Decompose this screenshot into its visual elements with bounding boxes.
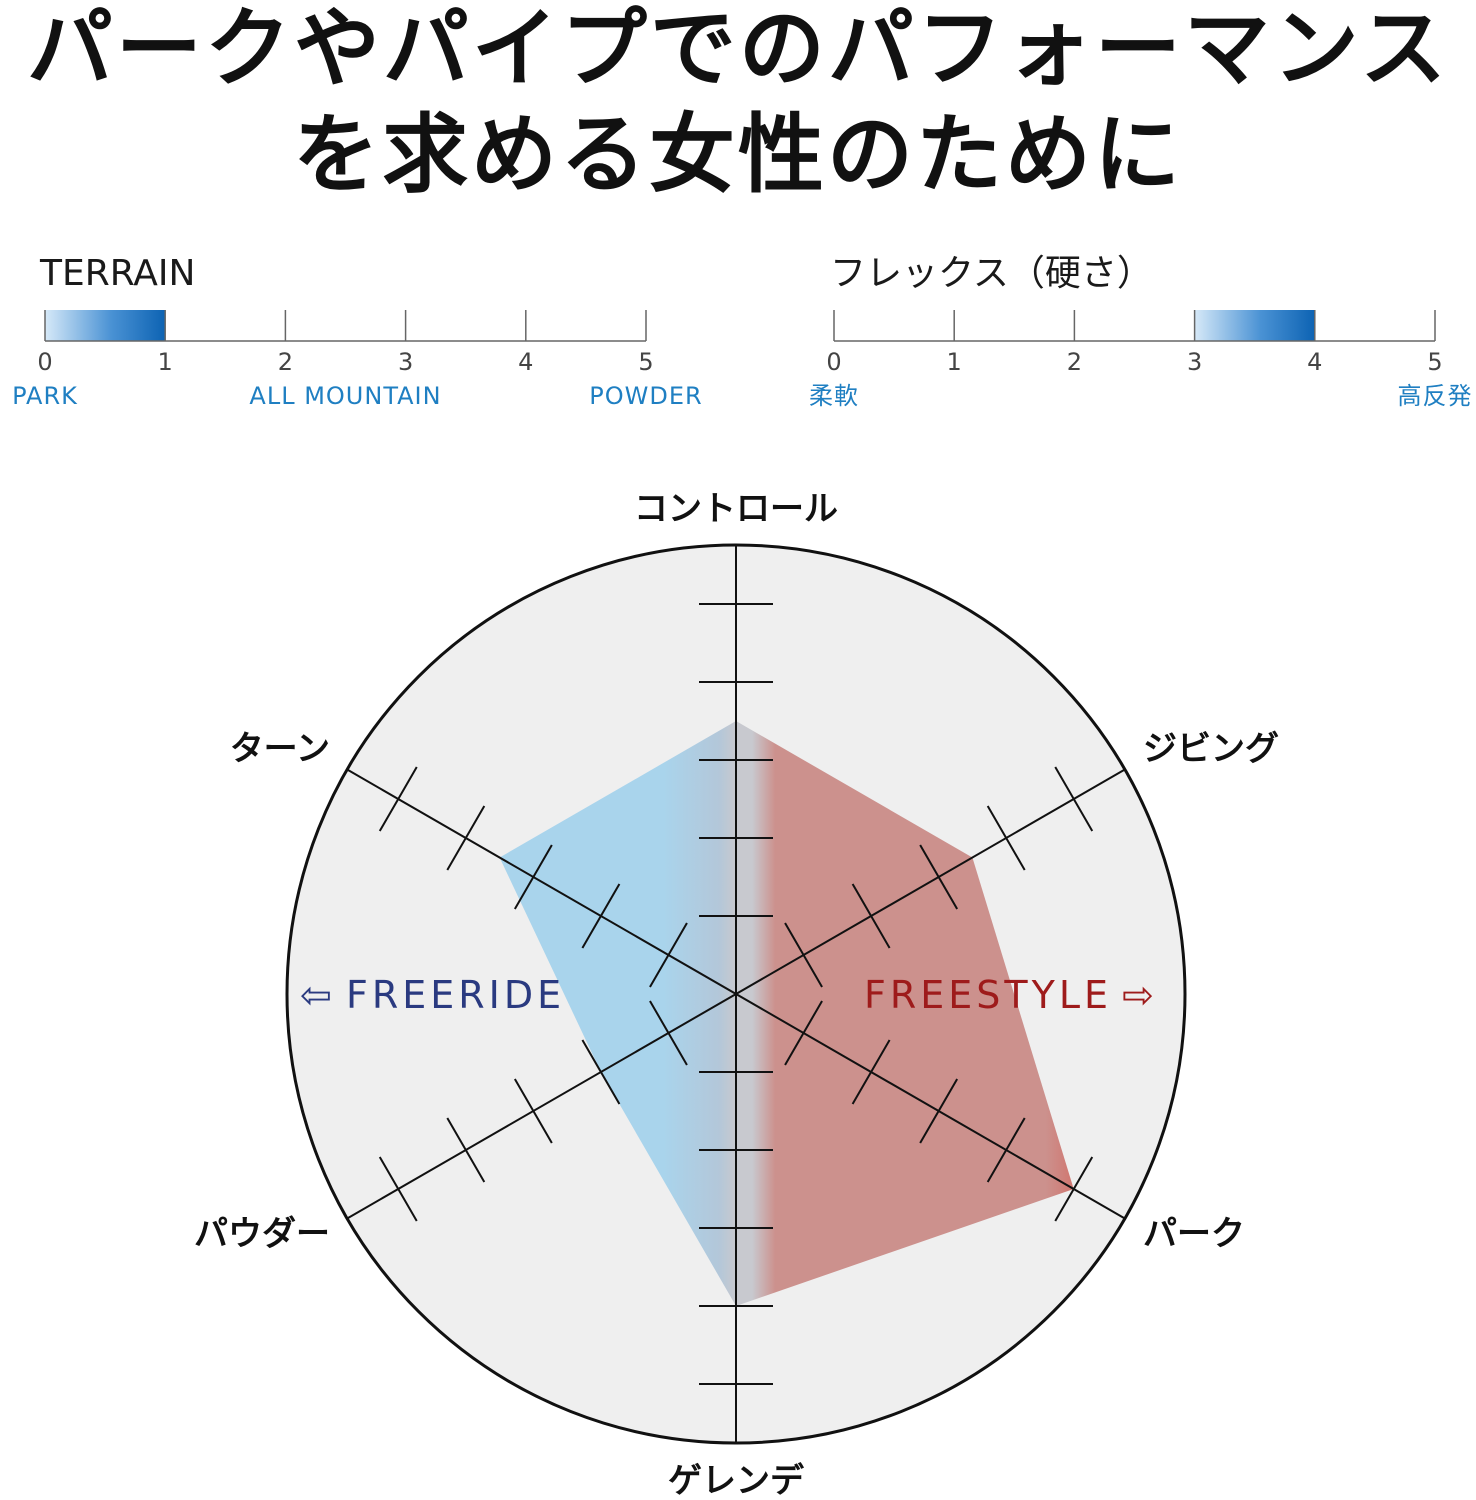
flex-tick-label: 4 — [1307, 348, 1322, 376]
radar-axis-label: ターン — [230, 729, 330, 769]
radar-tick — [378, 1156, 418, 1222]
flex-tick-label: 3 — [1187, 348, 1202, 376]
radar-tick — [581, 883, 621, 949]
flex-label: フレックス（硬さ） — [830, 253, 1153, 294]
radar-tick — [446, 1117, 486, 1183]
terrain-scale: 0 1 2 3 4 5 PARK ALL MOUNTAIN POWDER — [12, 310, 702, 410]
terrain-label: TERRAIN — [40, 253, 196, 294]
radar-tick — [581, 1039, 621, 1105]
radar-axis-label: ジビング — [1143, 729, 1279, 769]
radar-tick — [513, 844, 553, 910]
terrain-selected-bar — [45, 310, 166, 341]
flex-scale: 0 1 2 3 4 5 柔軟 高反発 — [809, 310, 1473, 410]
radar-tick — [446, 805, 486, 871]
radar-tick — [919, 1078, 959, 1144]
flex-caption: 高反発 — [1398, 382, 1473, 410]
radar-tick — [1054, 1156, 1094, 1222]
radar-axis-line — [346, 768, 1126, 1220]
radar-tick — [649, 1000, 688, 1066]
terrain-tick-label: 0 — [37, 348, 52, 376]
flex-tick-label: 0 — [826, 348, 841, 376]
radar-axis-label: ゲレンデ — [668, 1461, 805, 1500]
page-title-line1: パークやパイプでのパフォーマンス — [26, 0, 1450, 99]
page-title-line2: を求める女性のために — [293, 105, 1183, 205]
terrain-tick-label: 1 — [158, 348, 173, 376]
radar-tick — [784, 1000, 823, 1066]
terrain-tick-label: 3 — [398, 348, 413, 376]
radar-tick — [513, 1078, 553, 1144]
radar-tick — [784, 922, 823, 988]
radar-series-area — [499, 721, 1074, 1306]
freestyle-label: FREESTYLE — [864, 973, 1112, 1017]
radar-axis-label: コントロール — [634, 489, 838, 529]
flex-tick-label: 1 — [947, 348, 962, 376]
freeride-label: FREERIDE — [346, 973, 565, 1017]
radar-tick — [1054, 766, 1094, 832]
freeride-arrow-icon: ⇦ — [300, 973, 336, 1017]
radar-tick — [649, 922, 688, 988]
radar-tick — [986, 805, 1026, 871]
flex-selected-bar — [1194, 310, 1315, 341]
freestyle-arrow-icon: ⇨ — [1122, 973, 1158, 1017]
radar-tick — [986, 1117, 1026, 1183]
radar-tick — [919, 844, 959, 910]
radar-axes — [346, 545, 1126, 1443]
terrain-tick-label: 4 — [518, 348, 533, 376]
radar-tick — [851, 1039, 891, 1105]
terrain-caption: ALL MOUNTAIN — [249, 382, 441, 410]
radar-tick — [851, 883, 891, 949]
radar-axis-label: パウダー — [194, 1214, 330, 1254]
terrain-tick-label: 5 — [638, 348, 653, 376]
radar-tick — [378, 766, 418, 832]
flex-caption: 柔軟 — [809, 382, 859, 410]
radar-axis-label: パーク — [1143, 1214, 1245, 1254]
flex-tick-label: 2 — [1067, 348, 1082, 376]
terrain-caption: POWDER — [589, 382, 702, 410]
terrain-tick-label: 2 — [278, 348, 293, 376]
flex-tick-label: 5 — [1427, 348, 1442, 376]
terrain-caption: PARK — [12, 382, 78, 410]
